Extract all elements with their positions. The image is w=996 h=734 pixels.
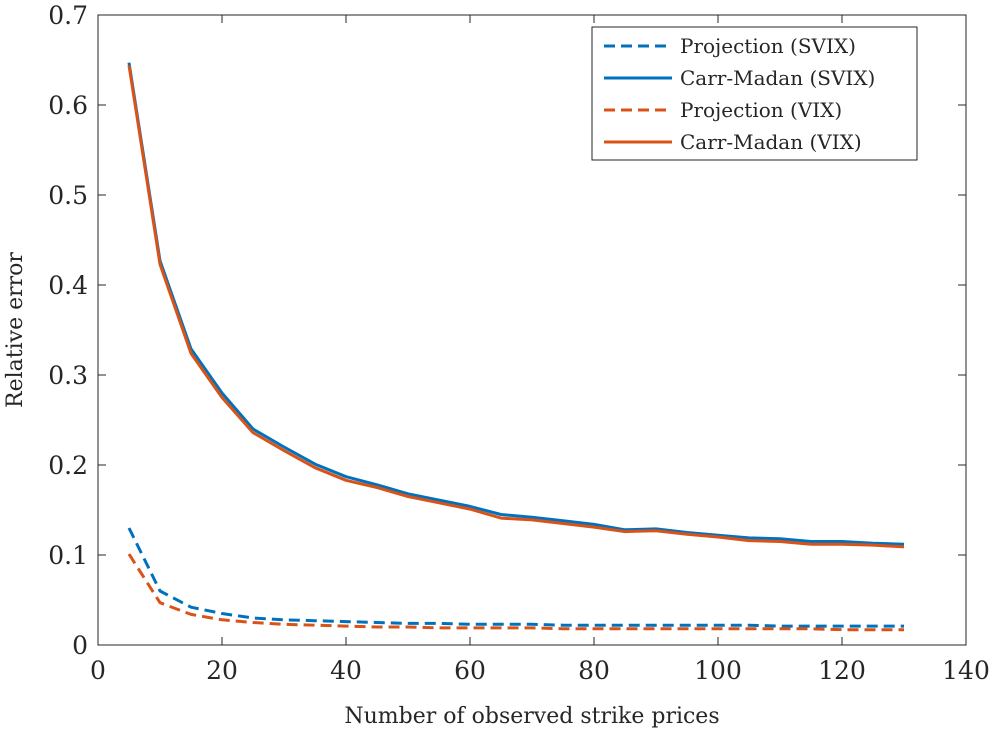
series-line <box>127 62 905 546</box>
x-tick-label: 0 <box>90 656 106 685</box>
y-tick-label: 0.3 <box>48 361 88 390</box>
series-line <box>127 527 904 628</box>
legend-label: Projection (SVIX) <box>680 34 856 58</box>
x-tick-label: 20 <box>206 656 238 685</box>
series-line <box>127 553 904 632</box>
x-tick-label: 100 <box>694 656 742 685</box>
legend-label: Carr-Madan (SVIX) <box>680 66 875 90</box>
x-tick-label: 80 <box>578 656 610 685</box>
y-axis-label: Relative error <box>3 252 28 408</box>
x-tick-label: 60 <box>454 656 486 685</box>
legend: Projection (SVIX) Carr-Madan (SVIX) Projec… <box>591 26 918 161</box>
y-tick-label: 0.5 <box>48 181 88 210</box>
series-layer <box>127 62 905 632</box>
y-tick-label: 0.7 <box>48 1 88 30</box>
x-tick-label: 40 <box>330 656 362 685</box>
legend-box <box>591 26 918 161</box>
y-tick-label: 0.2 <box>48 451 88 480</box>
legend-label: Projection (VIX) <box>680 98 842 122</box>
y-tick-label: 0.1 <box>48 541 88 570</box>
x-tick-label: 140 <box>942 656 990 685</box>
tick-layer: 0 20 40 60 80 100 120 140 0 0.1 0.2 0.3 0.4 0.5 0.6 0.7 <box>48 1 990 685</box>
y-tick-label: 0.6 <box>48 91 88 120</box>
plot-area-frame <box>97 14 967 646</box>
legend-label: Carr-Madan (VIX) <box>680 130 862 154</box>
x-axis-label: Number of observed strike prices <box>344 704 719 729</box>
series-line <box>127 65 905 549</box>
x-tick-label: 120 <box>818 656 866 685</box>
y-tick-label: 0.4 <box>48 271 88 300</box>
y-tick-label: 0 <box>72 631 88 660</box>
